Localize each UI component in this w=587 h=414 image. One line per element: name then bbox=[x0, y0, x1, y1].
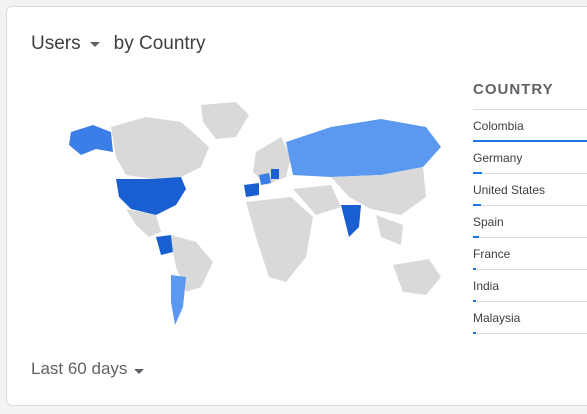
map-region-usa[interactable] bbox=[116, 177, 186, 215]
row-label: Spain bbox=[473, 215, 504, 229]
row-label: France bbox=[473, 247, 511, 261]
date-range-selector[interactable]: Last 60 days bbox=[31, 359, 158, 379]
map-region-greenland[interactable] bbox=[201, 102, 249, 139]
share-bar bbox=[473, 172, 482, 174]
map-region-france[interactable] bbox=[259, 173, 271, 185]
map-region-argentina[interactable] bbox=[171, 275, 186, 325]
metric-label: Users bbox=[31, 33, 81, 54]
card-header: Users by Country bbox=[31, 33, 206, 55]
row-label: Malaysia bbox=[473, 311, 521, 325]
metric-selector[interactable]: Users bbox=[31, 33, 114, 55]
map-region-mexico[interactable] bbox=[126, 209, 161, 237]
map-region-australia[interactable] bbox=[393, 259, 441, 295]
map-region-middle-east[interactable] bbox=[293, 185, 341, 215]
row-label: Colombia bbox=[473, 119, 524, 133]
map-region-russia[interactable] bbox=[286, 119, 441, 177]
map-region-spain[interactable] bbox=[244, 183, 259, 197]
share-bar bbox=[473, 204, 481, 206]
country-table: COUNTRY Colombia Germany United States S… bbox=[473, 79, 587, 334]
caret-down-icon bbox=[89, 41, 100, 47]
table-row-united-states[interactable]: United States bbox=[473, 174, 587, 206]
share-bar bbox=[473, 268, 476, 270]
users-by-country-card: Users by Country Last 60 days bbox=[6, 6, 587, 406]
date-range-label: Last 60 days bbox=[31, 359, 128, 378]
table-row-malaysia[interactable]: Malaysia bbox=[473, 302, 587, 334]
table-row-france[interactable]: France bbox=[473, 238, 587, 270]
map-region-asia[interactable] bbox=[331, 167, 426, 215]
map-region-europe[interactable] bbox=[253, 137, 291, 185]
share-bar bbox=[473, 332, 476, 334]
share-bar bbox=[473, 236, 479, 238]
country-column-header: COUNTRY bbox=[473, 79, 587, 110]
map-region-canada[interactable] bbox=[111, 117, 209, 179]
map-region-colombia[interactable] bbox=[156, 235, 173, 255]
share-bar bbox=[473, 300, 476, 302]
caret-down-icon bbox=[134, 369, 145, 374]
table-row-spain[interactable]: Spain bbox=[473, 206, 587, 238]
world-map[interactable] bbox=[31, 97, 449, 327]
row-label: India bbox=[473, 279, 500, 293]
row-label: Germany bbox=[473, 151, 523, 165]
dimension-label: by Country bbox=[113, 33, 206, 54]
row-label: United States bbox=[473, 183, 546, 197]
map-region-southeast-asia[interactable] bbox=[376, 215, 403, 245]
table-row-india[interactable]: India bbox=[473, 270, 587, 302]
map-region-africa[interactable] bbox=[246, 197, 313, 282]
map-region-germany[interactable] bbox=[271, 169, 279, 179]
share-bar bbox=[473, 140, 587, 142]
table-row-germany[interactable]: Germany bbox=[473, 142, 587, 174]
map-region-alaska[interactable] bbox=[69, 125, 113, 155]
map-region-india[interactable] bbox=[341, 205, 361, 237]
table-row-colombia[interactable]: Colombia bbox=[473, 110, 587, 142]
